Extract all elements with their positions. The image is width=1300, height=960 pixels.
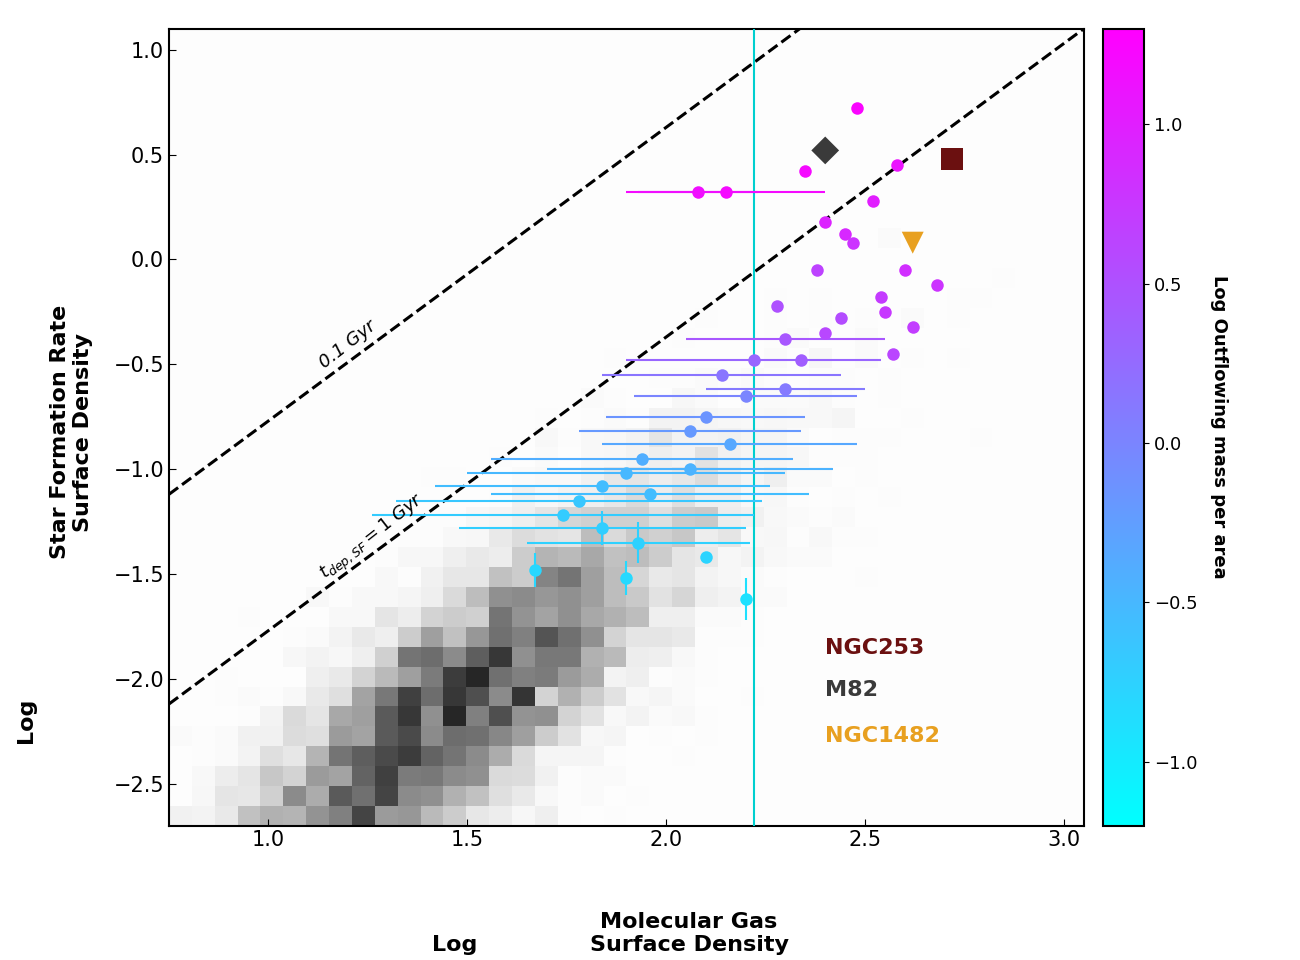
Text: $t_{dep,SF}=1$ Gyr: $t_{dep,SF}=1$ Gyr [316, 490, 430, 587]
Y-axis label: Log Outflowing mass per area: Log Outflowing mass per area [1210, 276, 1228, 579]
Text: NGC253: NGC253 [826, 637, 924, 658]
Point [942, 151, 963, 166]
Point [902, 235, 923, 251]
Text: Star Formation Rate
Surface Density: Star Formation Rate Surface Density [49, 305, 94, 559]
Text: NGC1482: NGC1482 [826, 726, 940, 746]
Text: 0.1 Gyr: 0.1 Gyr [316, 318, 380, 372]
Text: Log: Log [433, 935, 477, 955]
Text: Molecular Gas
Surface Density: Molecular Gas Surface Density [589, 912, 789, 955]
Text: M82: M82 [826, 680, 879, 700]
Text: Log: Log [16, 697, 36, 743]
Point [815, 143, 836, 158]
